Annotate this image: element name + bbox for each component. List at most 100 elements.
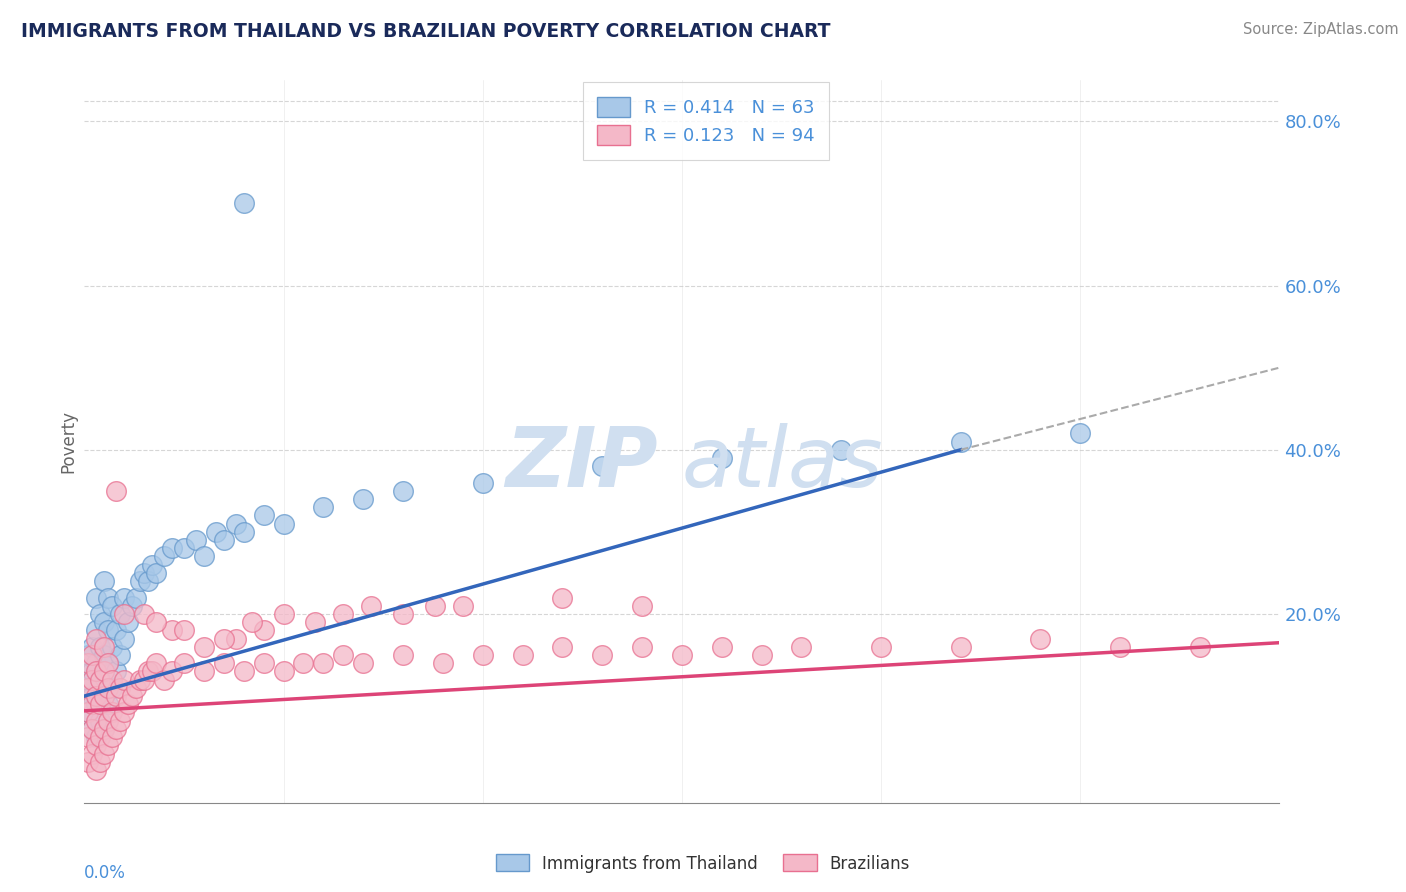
Point <box>710 640 733 654</box>
Point <box>132 673 156 687</box>
Point <box>173 541 195 556</box>
Point <box>121 599 143 613</box>
Point <box>89 755 111 769</box>
Point <box>86 763 108 777</box>
Point <box>160 541 183 556</box>
Point <box>89 730 111 744</box>
Point <box>89 698 111 712</box>
Point <box>97 657 120 671</box>
Point <box>105 665 128 679</box>
Point <box>86 698 108 712</box>
Point <box>97 681 120 695</box>
Point <box>392 483 415 498</box>
Point <box>89 640 111 654</box>
Point <box>631 640 654 654</box>
Point <box>97 739 120 753</box>
Point <box>273 516 295 531</box>
Point <box>112 607 135 621</box>
Point <box>551 591 574 605</box>
Point <box>89 673 111 687</box>
Point <box>77 755 100 769</box>
Point <box>312 657 335 671</box>
Point <box>86 730 108 744</box>
Point <box>86 714 108 728</box>
Point <box>93 574 115 588</box>
Point <box>110 648 132 662</box>
Point <box>273 607 295 621</box>
Point <box>132 607 156 621</box>
Legend: Immigrants from Thailand, Brazilians: Immigrants from Thailand, Brazilians <box>489 847 917 880</box>
Point <box>93 689 115 703</box>
Text: atlas: atlas <box>682 423 883 504</box>
Point <box>112 673 135 687</box>
Point <box>132 566 156 580</box>
Point <box>193 549 215 564</box>
Point <box>97 624 120 638</box>
Point <box>77 657 100 671</box>
Point <box>86 657 108 671</box>
Point <box>253 508 276 523</box>
Point <box>141 558 163 572</box>
Point <box>112 632 135 646</box>
Point <box>870 640 893 654</box>
Point <box>110 607 132 621</box>
Point <box>1069 426 1091 441</box>
Point <box>253 657 276 671</box>
Point <box>125 681 148 695</box>
Point <box>193 665 215 679</box>
Point <box>89 607 111 621</box>
Point <box>86 665 108 679</box>
Point <box>145 657 167 671</box>
Point <box>153 673 176 687</box>
Point <box>105 624 128 638</box>
Point <box>77 706 100 720</box>
Point <box>225 516 247 531</box>
Point <box>110 681 132 695</box>
Point <box>273 665 295 679</box>
Point <box>117 615 139 630</box>
Point <box>432 657 454 671</box>
Point <box>82 722 104 736</box>
Point <box>160 624 183 638</box>
Point <box>1109 640 1132 654</box>
Point <box>212 632 235 646</box>
Point <box>352 491 374 506</box>
Point <box>82 747 104 761</box>
Point <box>145 566 167 580</box>
Point <box>101 599 124 613</box>
Point <box>292 657 315 671</box>
Point <box>304 615 326 630</box>
Point <box>830 442 852 457</box>
Point <box>93 722 115 736</box>
Point <box>312 500 335 515</box>
Point <box>360 599 382 613</box>
Point <box>173 624 195 638</box>
Point <box>790 640 813 654</box>
Point <box>153 549 176 564</box>
Point <box>77 706 100 720</box>
Point <box>101 730 124 744</box>
Point <box>212 657 235 671</box>
Point <box>101 706 124 720</box>
Point <box>101 681 124 695</box>
Text: 0.0%: 0.0% <box>84 864 127 882</box>
Point <box>82 640 104 654</box>
Point <box>77 730 100 744</box>
Point <box>232 524 254 539</box>
Point <box>136 574 159 588</box>
Point <box>105 722 128 736</box>
Point <box>82 665 104 679</box>
Point <box>101 673 124 687</box>
Point <box>129 574 152 588</box>
Text: IMMIGRANTS FROM THAILAND VS BRAZILIAN POVERTY CORRELATION CHART: IMMIGRANTS FROM THAILAND VS BRAZILIAN PO… <box>21 22 831 41</box>
Point <box>93 689 115 703</box>
Point <box>82 673 104 687</box>
Point <box>332 648 354 662</box>
Point <box>751 648 773 662</box>
Point <box>77 648 100 662</box>
Point <box>93 665 115 679</box>
Point <box>105 483 128 498</box>
Point <box>93 640 115 654</box>
Point <box>77 673 100 687</box>
Text: ZIP: ZIP <box>505 423 658 504</box>
